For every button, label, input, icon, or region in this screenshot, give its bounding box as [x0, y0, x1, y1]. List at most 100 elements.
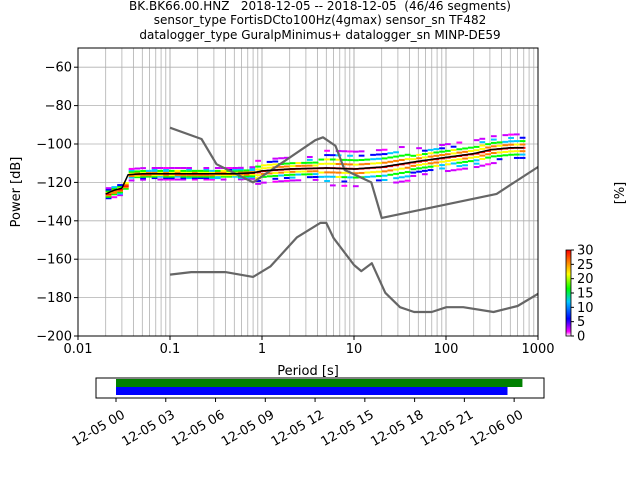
y-tick-label: −120 [36, 176, 72, 191]
psd-cell [214, 169, 221, 172]
psd-cell [375, 175, 382, 178]
psd-cell [508, 143, 514, 146]
psd-cell [347, 163, 353, 166]
psd-cell [335, 171, 342, 174]
psd-cell [272, 160, 279, 163]
psd-cell [214, 175, 221, 178]
psd-cell [473, 159, 480, 162]
psd-cell [255, 174, 261, 177]
psd-cell [347, 150, 353, 153]
psd-cell [266, 175, 273, 178]
psd-cell [335, 163, 342, 166]
psd-cell [272, 180, 279, 183]
psd-cell [508, 153, 514, 156]
psd-cell [140, 174, 146, 177]
psd-cell [186, 171, 192, 174]
psd-cell [439, 150, 445, 153]
psd-cell [312, 170, 319, 173]
psd-cell [462, 160, 468, 163]
psd-cell [427, 162, 434, 165]
colorbar-tick-label: 20 [577, 272, 594, 287]
psd-cell [249, 176, 256, 179]
psd-cell [462, 167, 468, 170]
psd-cell [427, 148, 434, 151]
y-tick-label: −100 [36, 138, 72, 153]
psd-cell [174, 174, 181, 177]
psd-cell [220, 178, 227, 181]
psd-cell [226, 175, 233, 178]
psd-cell [306, 158, 313, 161]
psd-cell [243, 175, 250, 178]
psd-cell [404, 158, 411, 161]
psd-cell [479, 144, 486, 147]
psd-cell [479, 141, 486, 144]
psd-cell [122, 186, 129, 189]
colorbar-tick-label: 10 [577, 301, 594, 316]
psd-cell [393, 168, 399, 171]
psd-cell [341, 163, 348, 166]
timeline-tick-label: 12-05 12 [269, 408, 327, 450]
psd-cell [232, 175, 238, 178]
psd-cell [347, 176, 353, 179]
psd-cell [324, 175, 330, 178]
psd-cell [151, 169, 158, 172]
psd-cell [220, 169, 227, 172]
psd-cell [186, 174, 192, 177]
psd-cell [128, 169, 135, 172]
psd-cell [226, 167, 233, 169]
psd-cell [329, 184, 336, 187]
psd-cell [508, 133, 514, 136]
psd-cell [111, 193, 118, 196]
psd-cell [140, 167, 146, 170]
psd-cell [496, 144, 503, 147]
psd-cell [479, 147, 486, 150]
psd-cell [145, 169, 152, 172]
psd-cell [421, 166, 428, 169]
psd-cell [186, 168, 192, 171]
x-tick-label: 1 [258, 342, 266, 357]
psd-cell [197, 169, 204, 172]
timeline-tick-label: 12-05 06 [169, 408, 227, 450]
psd-cell [456, 141, 463, 144]
psd-cell [410, 171, 417, 174]
psd-cell [180, 167, 187, 169]
psd-cell [467, 160, 474, 163]
psd-cell [347, 159, 353, 162]
psd-cell [370, 153, 376, 156]
psd-cell [168, 167, 175, 169]
colorbar-tick-label: 5 [577, 315, 585, 330]
psd-cell [214, 167, 221, 169]
psd-cell [186, 169, 192, 172]
psd-cell [140, 177, 146, 180]
y-tick-label: −160 [36, 253, 72, 268]
psd-cell [324, 180, 330, 183]
psd-cell [502, 150, 509, 153]
psd-cell [375, 179, 382, 182]
psd-cell [450, 152, 457, 155]
timeline-tick-label: 12-05 03 [119, 408, 177, 450]
psd-cell [375, 149, 382, 152]
psd-cell [174, 178, 181, 181]
psd-cell [473, 166, 480, 169]
psd-cell [111, 191, 118, 194]
psd-cell [421, 156, 428, 159]
psd-cell [260, 181, 267, 184]
colorbar-label: [%] [613, 182, 628, 205]
timeline-tick-label: 12-05 18 [368, 408, 426, 450]
psd-cell [387, 156, 394, 159]
psd-cell [490, 135, 497, 138]
psd-cell [283, 174, 290, 177]
psd-cell [427, 169, 434, 172]
psd-cell [295, 170, 302, 173]
psd-cell [295, 164, 302, 167]
psd-cell [301, 170, 307, 173]
psd-cell [237, 169, 244, 172]
psd-cell [191, 174, 198, 177]
psd-cell [410, 168, 417, 171]
psd-cell [398, 159, 405, 162]
psd-cell [421, 163, 428, 166]
psd-cell [203, 167, 210, 169]
psd-cell [427, 155, 434, 158]
psd-cell [134, 176, 141, 179]
